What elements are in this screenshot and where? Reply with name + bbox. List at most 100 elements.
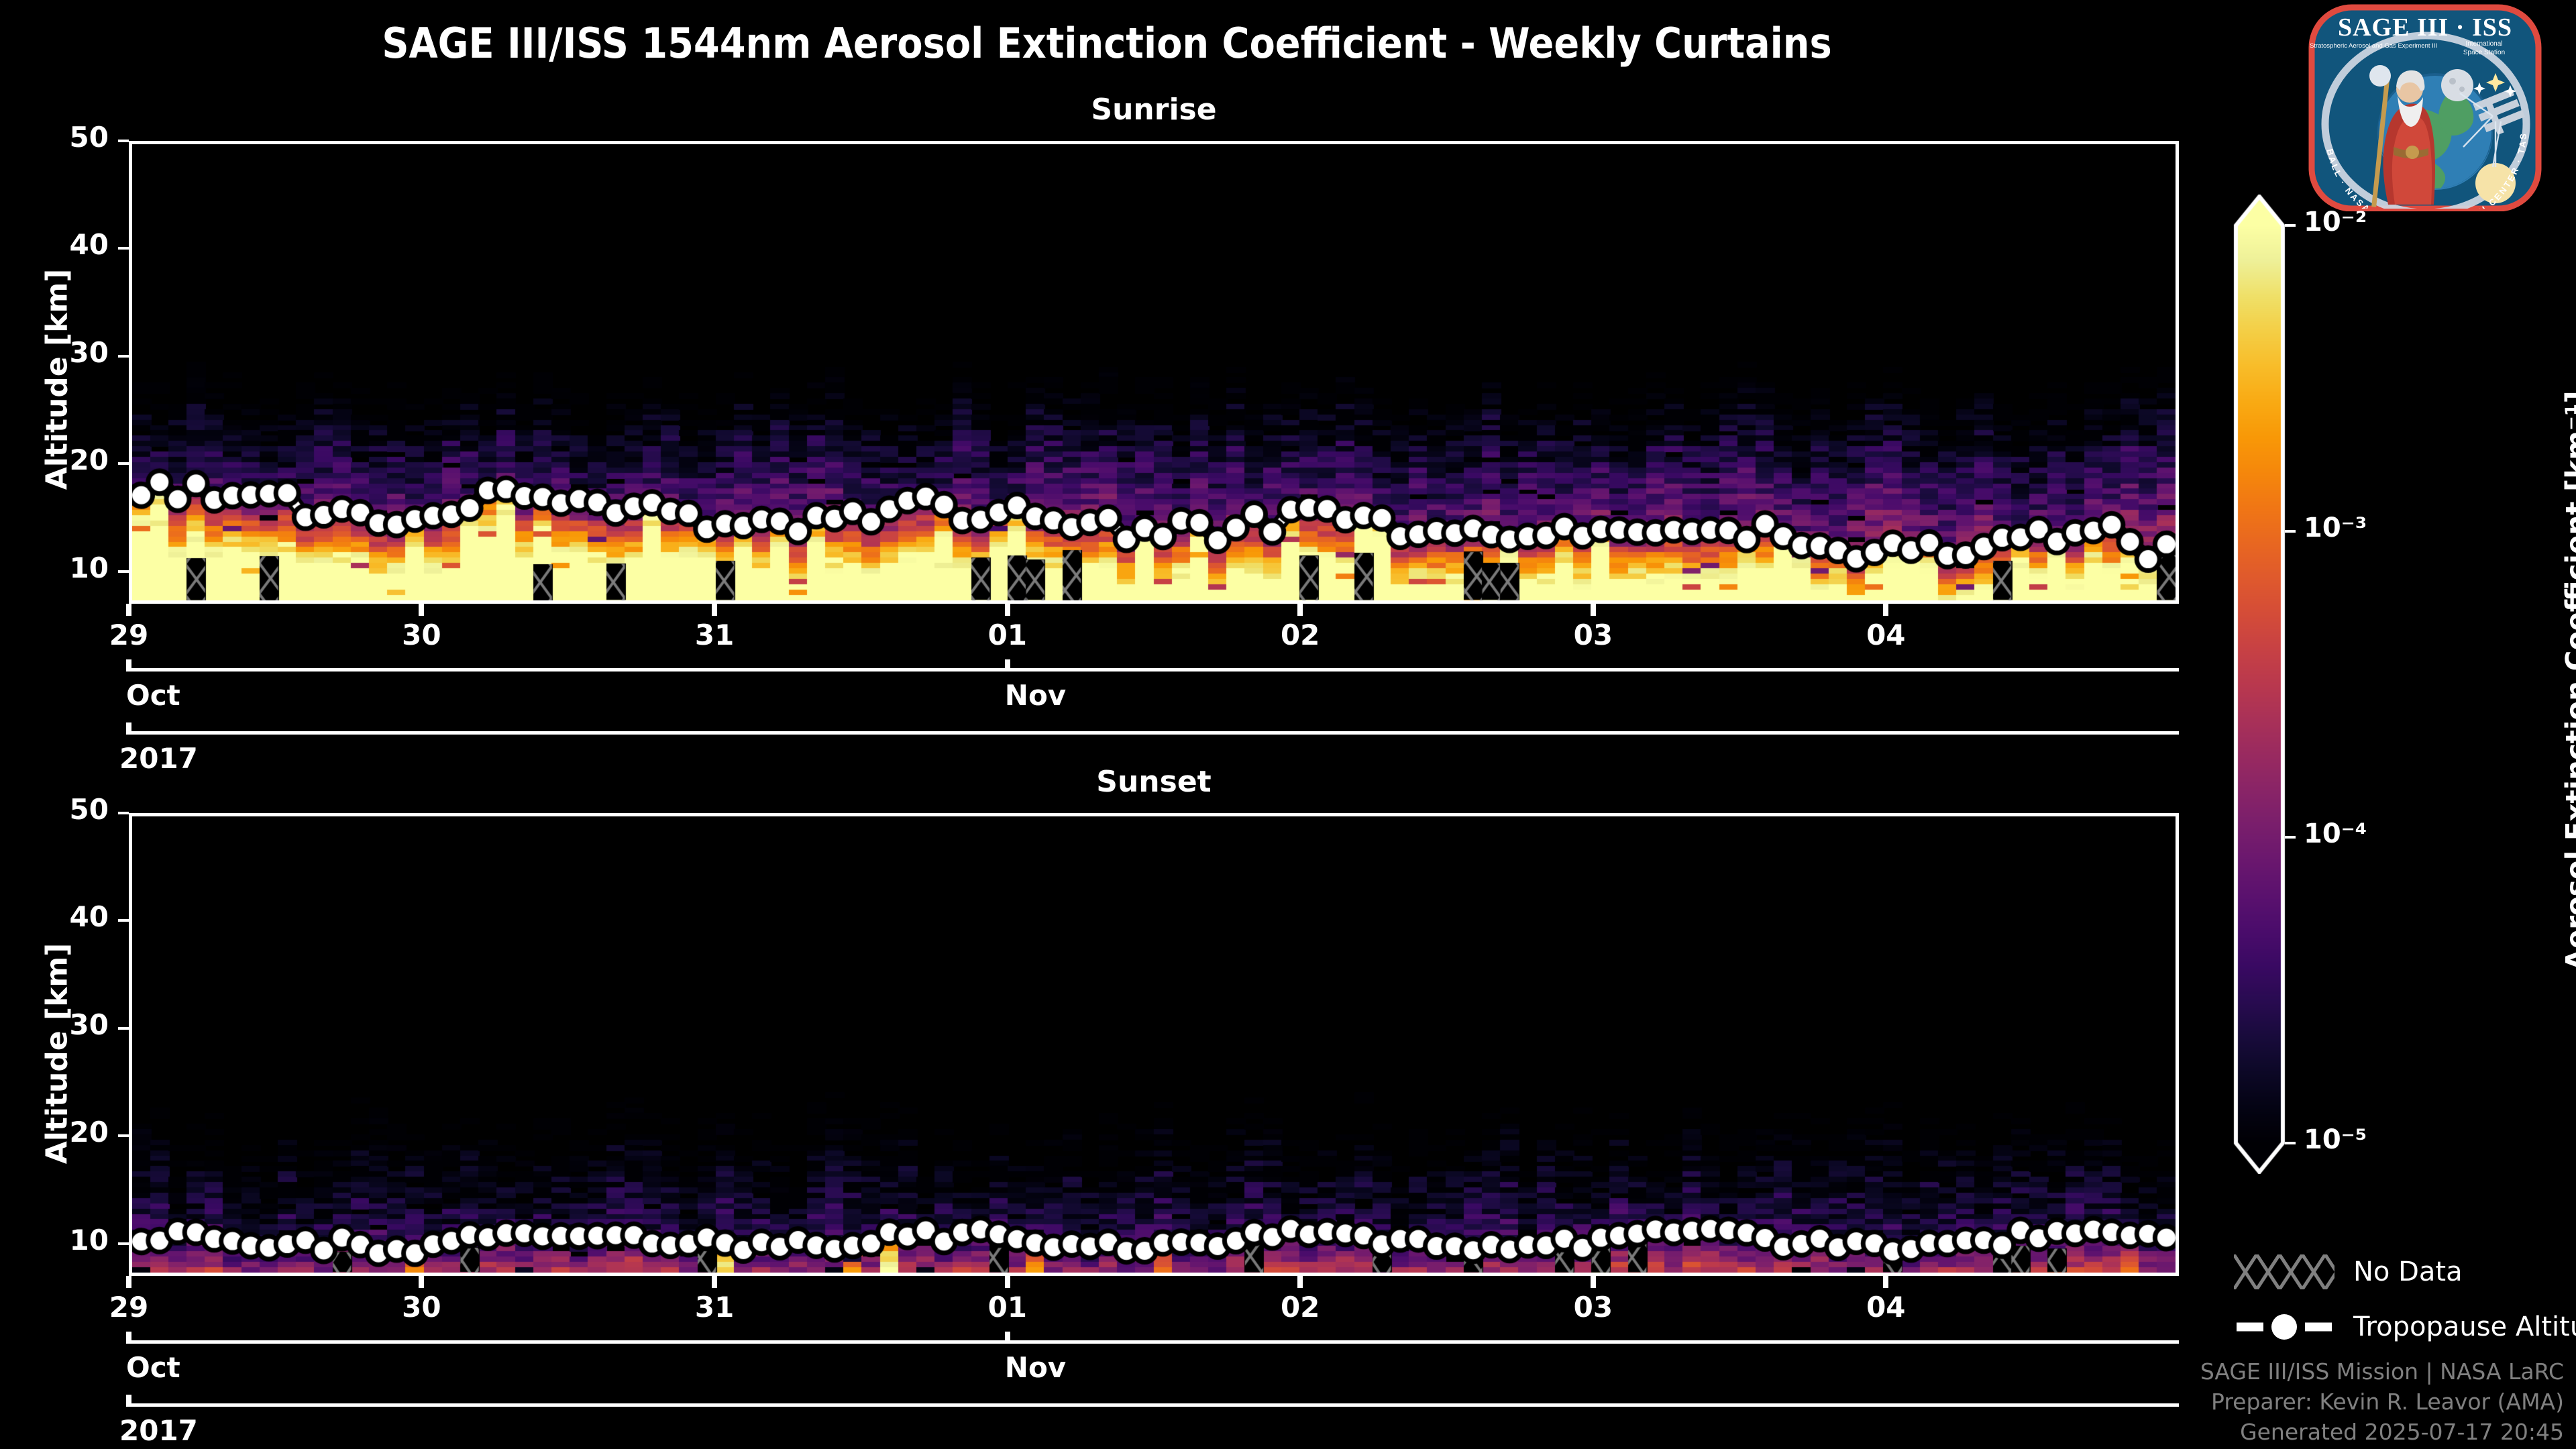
- colorbar-gradient: [2233, 195, 2286, 1174]
- x-tick-mark: [1297, 1276, 1303, 1288]
- heatmap-canvas-sunset: [132, 816, 2176, 1273]
- x-tick-label-year: 2017: [119, 1414, 198, 1447]
- y-tick-mark: [118, 247, 129, 250]
- y-tick-label: 10: [69, 551, 109, 584]
- x-tick-mark: [1590, 604, 1596, 616]
- y-tick-mark: [118, 1026, 129, 1030]
- svg-text:Stratospheric Aerosol and Gas: Stratospheric Aerosol and Gas Experiment…: [2310, 42, 2437, 50]
- svg-text:SAGE III · ISS: SAGE III · ISS: [2338, 13, 2512, 42]
- x-axis-month-tick: [126, 659, 131, 672]
- colorbar-tick-label: 10⁻²: [2304, 207, 2367, 237]
- colorbar-tick-mark: [2285, 224, 2296, 227]
- x-axis-year-tick: [126, 1395, 131, 1407]
- x-tick-label-year: 2017: [119, 742, 198, 775]
- y-tick-mark: [118, 1134, 129, 1138]
- colorbar-tick-mark: [2285, 1142, 2296, 1144]
- colorbar-tick-mark: [2285, 836, 2296, 839]
- colorbar-tick-label: 10⁻⁴: [2304, 818, 2367, 849]
- y-tick-label: 10: [69, 1223, 109, 1256]
- x-tick-label-day: 29: [109, 619, 149, 651]
- x-tick-mark: [1590, 1276, 1596, 1288]
- y-tick-mark: [118, 570, 129, 573]
- svg-text:International: International: [2465, 40, 2502, 48]
- x-tick-mark: [419, 1276, 425, 1288]
- x-tick-mark: [1297, 604, 1303, 616]
- x-tick-mark: [1004, 604, 1010, 616]
- x-axis-month-rule: [129, 668, 2179, 672]
- y-tick-label: 40: [69, 228, 109, 262]
- footer-line-preparer: Preparer: Kevin R. Leavor (AMA): [2211, 1389, 2564, 1415]
- heatmap-canvas-sunrise: [132, 144, 2176, 600]
- x-tick-label-day: 31: [694, 1291, 735, 1324]
- x-tick-label-day: 02: [1280, 619, 1320, 651]
- x-axis-year-rule: [129, 731, 2179, 735]
- x-axis-month-tick: [1004, 1332, 1010, 1344]
- x-tick-label-day: 01: [987, 1291, 1028, 1324]
- y-axis-label-sunrise: Altitude [km]: [40, 268, 74, 490]
- sage-iii-iss-logo: BALL · NASA LANGLEY RESEARCH CENTER · TA…: [2294, 3, 2556, 212]
- x-axis-year-tick: [126, 722, 131, 735]
- x-tick-label-day: 03: [1573, 619, 1613, 651]
- plot-area-sunset[interactable]: [129, 813, 2179, 1276]
- y-tick-label: 30: [69, 1008, 109, 1041]
- y-tick-label: 20: [69, 1116, 109, 1149]
- x-tick-mark: [126, 1276, 131, 1288]
- x-axis-year-rule: [129, 1403, 2179, 1407]
- footer-line-mission: SAGE III/ISS Mission | NASA LaRC: [2200, 1358, 2564, 1385]
- x-tick-label-month: Nov: [1004, 1351, 1067, 1384]
- colorbar-tick-label: 10⁻⁵: [2304, 1124, 2367, 1155]
- y-tick-mark: [118, 140, 129, 142]
- legend-label-tropopause: Tropopause Altitude: [2353, 1311, 2576, 1342]
- mission-patch-svg: BALL · NASA LANGLEY RESEARCH CENTER · TA…: [2308, 4, 2542, 212]
- panel-title-sunrise: Sunrise: [1091, 93, 1217, 127]
- x-tick-label-day: 29: [109, 1291, 149, 1324]
- colorbar-label: Aerosol Extinction Coefficient [km⁻¹]: [2559, 390, 2576, 971]
- legend-item-tropopause[interactable]: Tropopause Altitude: [2234, 1309, 2576, 1344]
- y-tick-label: 50: [69, 793, 109, 826]
- x-axis-month-tick: [1004, 659, 1010, 672]
- legend-item-no-data[interactable]: No Data: [2234, 1254, 2463, 1289]
- y-tick-mark: [118, 1242, 129, 1245]
- x-tick-label-day: 30: [402, 619, 441, 651]
- legend-label-no-data: No Data: [2353, 1256, 2463, 1287]
- y-tick-mark: [118, 919, 129, 922]
- y-tick-mark: [118, 812, 129, 814]
- colorbar[interactable]: [2233, 195, 2286, 1174]
- x-tick-mark: [1883, 1276, 1889, 1288]
- x-tick-label-month: Nov: [1004, 679, 1067, 712]
- x-tick-label-day: 04: [1866, 619, 1906, 651]
- x-tick-mark: [712, 604, 718, 616]
- page-title: SAGE III/ISS 1544nm Aerosol Extinction C…: [382, 19, 1832, 68]
- y-tick-mark: [118, 462, 129, 466]
- x-tick-label-day: 30: [402, 1291, 441, 1324]
- hatch-swatch-icon: [2234, 1254, 2334, 1289]
- colorbar-tick-label: 10⁻³: [2304, 513, 2367, 543]
- footer-credits: SAGE III/ISS Mission | NASA LaRC Prepare…: [2200, 1356, 2564, 1449]
- x-tick-label-day: 03: [1573, 1291, 1613, 1324]
- plot-area-sunrise[interactable]: [129, 141, 2179, 604]
- y-tick-label: 20: [69, 443, 109, 477]
- x-tick-label-day: 31: [694, 619, 735, 651]
- x-tick-label-day: 01: [987, 619, 1028, 651]
- y-tick-label: 50: [69, 121, 109, 154]
- x-tick-label-day: 04: [1866, 1291, 1906, 1324]
- x-axis-month-rule: [129, 1340, 2179, 1344]
- x-tick-label-month: Oct: [126, 679, 180, 712]
- x-tick-mark: [126, 604, 131, 616]
- dashed-line-marker-icon: [2234, 1309, 2334, 1344]
- y-tick-mark: [118, 354, 129, 358]
- svg-text:Space Station: Space Station: [2463, 49, 2505, 56]
- x-tick-mark: [1883, 604, 1889, 616]
- x-tick-label-month: Oct: [126, 1351, 180, 1384]
- x-axis-month-tick: [126, 1332, 131, 1344]
- footer-line-generated: Generated 2025-07-17 20:45: [2240, 1419, 2564, 1445]
- y-tick-label: 40: [69, 900, 109, 934]
- x-tick-label-day: 02: [1280, 1291, 1320, 1324]
- colorbar-tick-mark: [2285, 530, 2296, 533]
- panel-title-sunset: Sunset: [1096, 765, 1212, 799]
- x-tick-mark: [1004, 1276, 1010, 1288]
- y-axis-label-sunset: Altitude [km]: [40, 943, 74, 1165]
- x-tick-mark: [419, 604, 425, 616]
- x-tick-mark: [712, 1276, 718, 1288]
- y-tick-label: 30: [69, 335, 109, 369]
